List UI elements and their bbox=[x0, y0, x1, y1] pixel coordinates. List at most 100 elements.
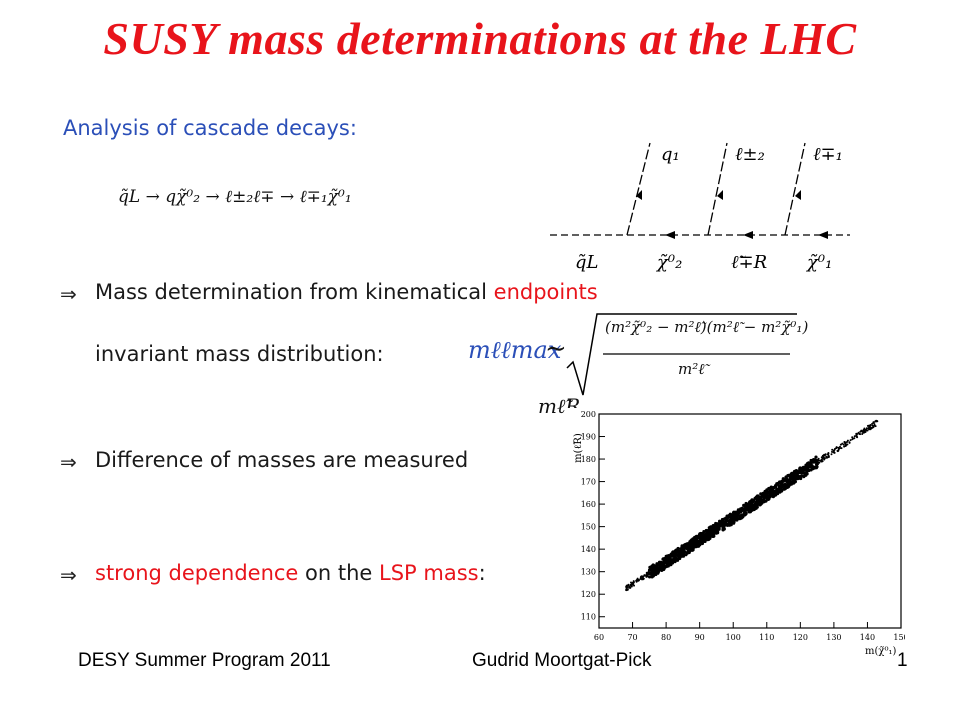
scatter-point bbox=[855, 432, 858, 435]
scatter-point bbox=[754, 505, 758, 509]
scatter-point bbox=[844, 444, 847, 447]
page-number: 1 bbox=[897, 650, 908, 671]
x-tick-label: 80 bbox=[661, 633, 671, 642]
scatter-point bbox=[668, 554, 672, 558]
scatter-point bbox=[841, 442, 844, 445]
scatter-point bbox=[820, 456, 823, 459]
scatter-point bbox=[874, 425, 877, 428]
scatter-point bbox=[690, 548, 694, 552]
scatter-point bbox=[655, 569, 659, 574]
scatter-point bbox=[859, 433, 862, 436]
scatter-point bbox=[744, 511, 748, 515]
scatter-point bbox=[853, 435, 856, 438]
scatter-point bbox=[774, 492, 778, 496]
scatter-point bbox=[863, 430, 866, 433]
scatter-point bbox=[827, 455, 830, 458]
scatter-point bbox=[814, 455, 818, 459]
scatter-point bbox=[825, 456, 828, 459]
bullet-lsp-suffix: : bbox=[478, 561, 486, 585]
bullet-lsp-middle: on the bbox=[298, 561, 380, 585]
diagram-propagator-squark: q̃L bbox=[575, 252, 598, 273]
scatter-point bbox=[815, 463, 819, 467]
scatter-point bbox=[711, 529, 715, 533]
scatter-point bbox=[669, 561, 673, 565]
scatter-point bbox=[836, 450, 839, 453]
implies-arrow: ⇒ bbox=[60, 450, 77, 474]
scatter-point bbox=[865, 427, 868, 430]
scatter-point bbox=[771, 494, 775, 498]
y-tick-label: 170 bbox=[581, 478, 596, 487]
y-tick-label: 130 bbox=[581, 568, 596, 577]
scatter-point bbox=[876, 420, 879, 423]
scatter-point bbox=[631, 583, 634, 585]
scatter-point bbox=[853, 437, 856, 440]
scatter-point bbox=[676, 550, 680, 554]
y-tick-label: 200 bbox=[581, 410, 596, 419]
slide-title: SUSY mass determinations at the LHC bbox=[103, 13, 857, 64]
scatter-point bbox=[738, 517, 742, 521]
lsp-mass-highlight: LSP mass bbox=[379, 561, 479, 585]
scatter-point bbox=[658, 562, 662, 566]
scatter-point bbox=[646, 573, 649, 576]
scatter-point bbox=[748, 506, 752, 511]
scatter-point bbox=[654, 572, 658, 577]
scatter-point bbox=[685, 542, 689, 546]
bullet-difference: Difference of masses are measured bbox=[95, 448, 469, 472]
x-tick-label: 60 bbox=[594, 633, 604, 642]
scatter-point bbox=[788, 474, 792, 478]
scatter-point bbox=[821, 460, 824, 463]
scatter-point bbox=[734, 514, 738, 518]
scatter-point bbox=[867, 424, 870, 427]
scatter-point bbox=[861, 433, 864, 435]
scatter-point bbox=[846, 439, 849, 442]
scatter-point bbox=[706, 528, 711, 532]
diagram-propagator-slepton: ℓ̃∓R bbox=[731, 252, 767, 273]
scatter-point bbox=[737, 514, 742, 518]
scatter-point bbox=[756, 494, 760, 498]
diagram-outgoing-l2: ℓ±₂ bbox=[735, 144, 765, 165]
y-tick-label: 180 bbox=[581, 455, 596, 464]
scatter-point bbox=[715, 527, 719, 532]
formula-numerator: (m²χ̃⁰₂ − m²ℓ̃)(m²ℓ̃ − m²χ̃⁰₁) bbox=[605, 318, 809, 336]
scatter-point bbox=[781, 484, 786, 488]
scatter-point bbox=[713, 525, 717, 529]
scatter-point bbox=[804, 471, 808, 475]
y-tick-label: 120 bbox=[581, 590, 596, 599]
implies-arrow: ⇒ bbox=[60, 563, 77, 587]
scatter-point bbox=[681, 554, 685, 558]
scatter-plot: 60 70 80 90 100 110 120 130 140 150 110 120 130 140 15… bbox=[565, 408, 905, 658]
scatter-point bbox=[627, 583, 630, 586]
scatter-point bbox=[734, 510, 738, 514]
scatter-point bbox=[756, 496, 760, 500]
y-tick-label: 140 bbox=[581, 545, 596, 554]
scatter-point bbox=[648, 571, 652, 576]
scatter-point bbox=[827, 452, 830, 454]
scatter-point bbox=[747, 510, 751, 514]
scatter-point bbox=[693, 536, 698, 540]
diagram-propagator-neutralino2: χ̃⁰₂ bbox=[655, 252, 682, 273]
scatter-point bbox=[860, 429, 863, 432]
scatter-point bbox=[792, 472, 796, 476]
scatter-point bbox=[840, 447, 843, 450]
scatter-point bbox=[702, 536, 706, 540]
scatter-point bbox=[789, 481, 793, 485]
scatter-point bbox=[632, 580, 635, 583]
scatter-point bbox=[865, 429, 868, 432]
scatter-point bbox=[814, 460, 818, 464]
scatter-point bbox=[855, 435, 858, 438]
x-tick-label: 120 bbox=[793, 633, 808, 642]
scatter-point bbox=[666, 556, 670, 560]
scatter-point bbox=[633, 584, 635, 587]
bullet-endpoints: Mass determination from kinematical endp… bbox=[95, 280, 598, 304]
diagram-outgoing-q1: q₁ bbox=[661, 144, 680, 165]
scatter-point bbox=[871, 424, 874, 427]
scatter-point bbox=[800, 470, 805, 474]
scatter-point bbox=[793, 474, 797, 478]
scatter-point bbox=[698, 542, 702, 547]
scatter-point bbox=[707, 531, 711, 535]
x-tick-label: 130 bbox=[826, 633, 841, 642]
scatter-point bbox=[648, 575, 652, 579]
y-tick-label: 160 bbox=[581, 500, 596, 509]
scatter-point bbox=[730, 516, 734, 520]
sqrt-sign bbox=[566, 313, 797, 396]
